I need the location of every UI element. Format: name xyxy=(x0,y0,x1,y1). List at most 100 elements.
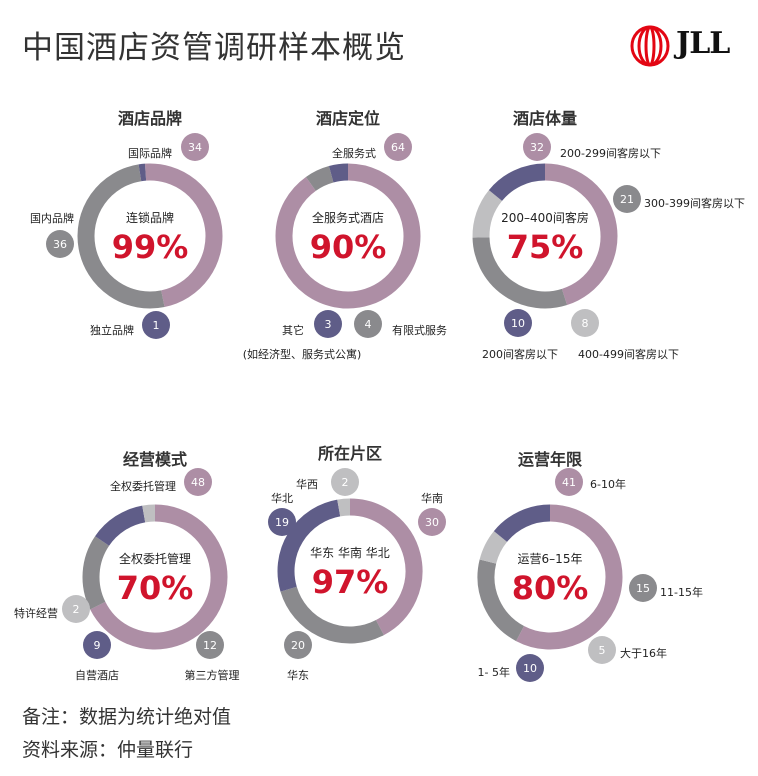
slice-label: 独立品牌 xyxy=(90,323,134,337)
data-label: 1 xyxy=(153,319,160,332)
value-bubble xyxy=(523,133,551,161)
slice-label: 华西 xyxy=(296,477,318,491)
donut-slice xyxy=(472,190,503,238)
slice-label: 其它 xyxy=(282,323,304,337)
data-label: 10 xyxy=(511,317,525,330)
data-label: 64 xyxy=(391,141,405,154)
donut-slice xyxy=(516,504,623,650)
slice-label: 200间客房以下 xyxy=(482,347,558,361)
center-value: 70% xyxy=(117,569,194,607)
data-label: 32 xyxy=(530,141,544,154)
donut-slice xyxy=(77,164,165,309)
donut-slice xyxy=(477,559,525,642)
donut-slice xyxy=(275,163,421,309)
data-label: 9 xyxy=(94,639,101,652)
jll-logo xyxy=(630,25,670,67)
data-label: 19 xyxy=(275,516,289,529)
data-label: 21 xyxy=(620,193,634,206)
value-bubble xyxy=(83,631,111,659)
data-label: 41 xyxy=(562,476,576,489)
value-bubble xyxy=(588,636,616,664)
value-bubble xyxy=(354,310,382,338)
data-label: 30 xyxy=(425,516,439,529)
center-label: 全权委托管理 xyxy=(119,551,191,566)
logo-text: JLL xyxy=(676,26,730,61)
slice-label: 自营酒店 xyxy=(75,668,119,682)
value-bubble xyxy=(284,631,312,659)
donut-slice xyxy=(493,504,551,543)
value-bubble xyxy=(629,574,657,602)
value-bubble xyxy=(418,508,446,536)
slice-label: 400-499间客房以下 xyxy=(578,347,679,361)
data-label: 3 xyxy=(325,318,332,331)
data-label: 2 xyxy=(73,603,80,616)
slice-label: 11-15年 xyxy=(660,585,703,599)
donut-slice xyxy=(95,505,146,547)
donut-slice xyxy=(142,504,156,523)
slice-label: 1- 5年 xyxy=(478,665,510,679)
donut-slice xyxy=(472,236,568,309)
donut-chart-3: 酒店体量 200–400间客房 75% 32 200-299间客房以下 21 300-399… xyxy=(472,109,745,361)
value-bubble xyxy=(181,133,209,161)
value-bubble xyxy=(268,508,296,536)
slice-label: 全权委托管理 xyxy=(110,479,176,493)
slice-label: 大于16年 xyxy=(620,646,667,660)
data-label: 36 xyxy=(53,238,67,251)
chart-title: 所在片区 xyxy=(318,444,382,463)
value-bubble xyxy=(555,468,583,496)
center-label: 连锁品牌 xyxy=(126,210,174,225)
donut-slice xyxy=(305,166,334,192)
data-label: 15 xyxy=(636,582,650,595)
slice-label: 特许经营 xyxy=(14,606,58,620)
center-value: 90% xyxy=(310,228,387,266)
slice-label: 第三方管理 xyxy=(185,668,240,682)
source-note: 资料来源：仲量联行 xyxy=(22,739,194,761)
center-value: 97% xyxy=(312,563,389,601)
data-label: 5 xyxy=(599,644,606,657)
page-title: 中国酒店资管调研样本概览 xyxy=(22,30,406,66)
chart-title: 运营年限 xyxy=(518,450,583,469)
chart-title: 酒店品牌 xyxy=(118,109,182,128)
slice-label: 全服务式 xyxy=(332,146,376,160)
value-bubble xyxy=(504,309,532,337)
value-bubble xyxy=(196,631,224,659)
slice-label: 300-399间客房以下 xyxy=(644,196,745,210)
slice-label: 华南 xyxy=(421,491,443,505)
donut-slice xyxy=(82,536,110,610)
value-bubble xyxy=(184,468,212,496)
data-label: 48 xyxy=(191,476,205,489)
data-label: 4 xyxy=(365,318,372,331)
donut-slice xyxy=(280,586,384,644)
value-bubble xyxy=(46,230,74,258)
slice-label: 200-299间客房以下 xyxy=(560,146,661,160)
donut-slice xyxy=(488,163,546,202)
value-bubble xyxy=(62,595,90,623)
data-label: 8 xyxy=(582,317,589,330)
center-value: 75% xyxy=(507,228,584,266)
donut-slice xyxy=(349,498,423,636)
slice-label: 华北 xyxy=(271,491,293,505)
value-bubble xyxy=(142,311,170,339)
data-label: 10 xyxy=(523,662,537,675)
center-label: 全服务式酒店 xyxy=(312,210,384,225)
slice-label: 华东 xyxy=(287,668,309,682)
center-label: 运营6–15年 xyxy=(518,552,583,566)
data-label: 20 xyxy=(291,639,305,652)
value-bubble xyxy=(331,468,359,496)
value-bubble xyxy=(516,654,544,682)
slice-sublabel: (如经济型、服务式公寓) xyxy=(243,347,362,361)
center-label: 200–400间客房 xyxy=(501,210,589,225)
value-bubble xyxy=(571,309,599,337)
donut-slice xyxy=(328,163,349,183)
data-label: 12 xyxy=(203,639,217,652)
center-value: 80% xyxy=(512,569,589,607)
chart-title: 经营模式 xyxy=(123,450,187,469)
donut-slice xyxy=(144,163,223,308)
donut-slice xyxy=(277,499,341,592)
slice-label: 国内品牌 xyxy=(30,211,74,225)
center-label: 华东 华南 华北 xyxy=(310,545,390,560)
